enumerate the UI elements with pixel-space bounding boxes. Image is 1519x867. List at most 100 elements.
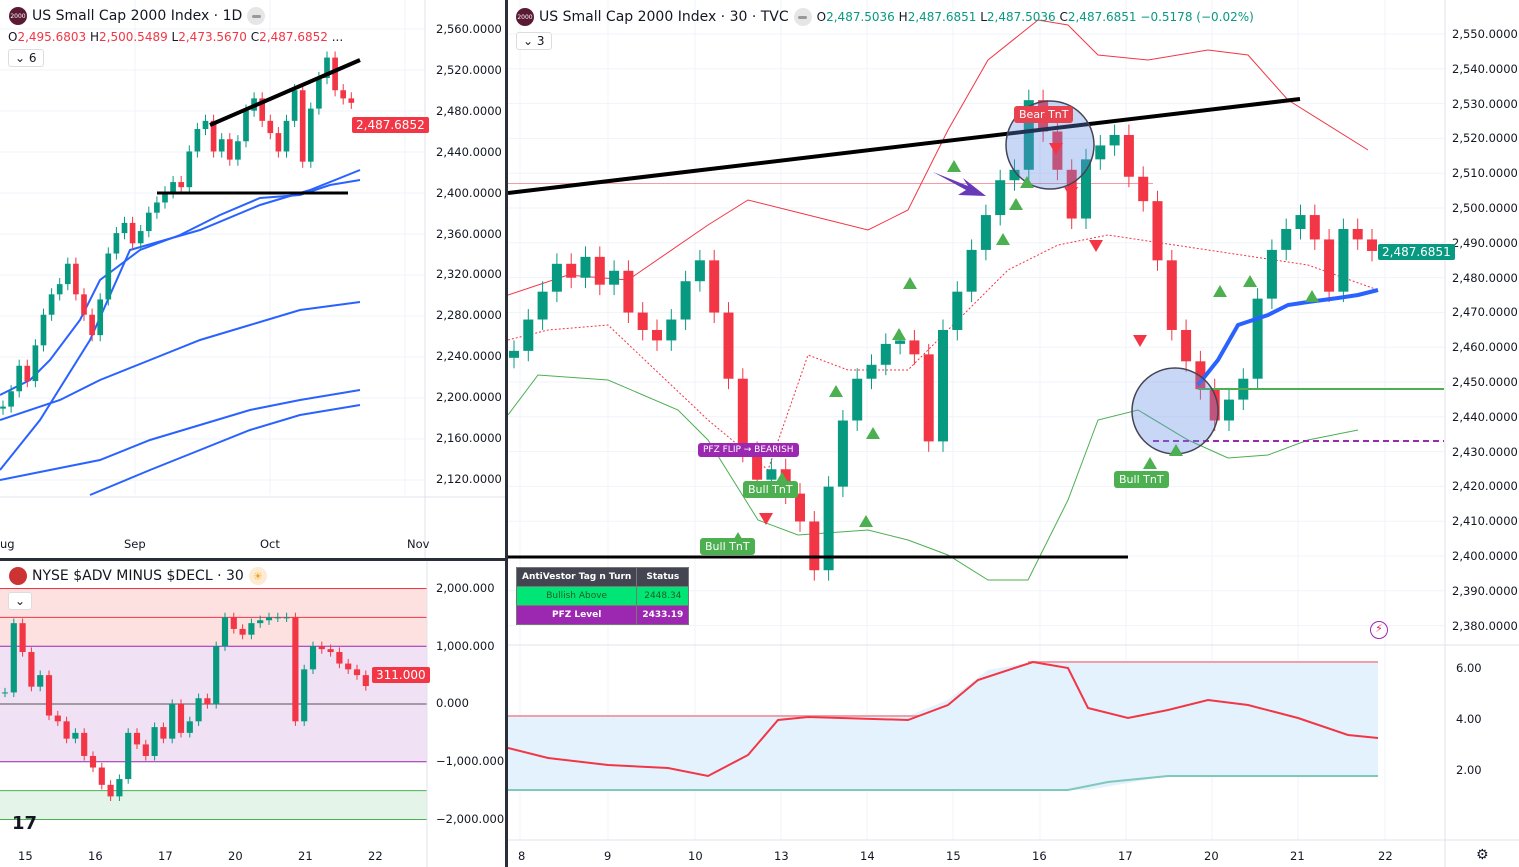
candle: [1309, 215, 1320, 240]
candle: [97, 299, 104, 336]
ohlc-readout: O2,495.6803 H2,500.5489 L2,473.5670 C2,4…: [8, 30, 344, 44]
price-tag: 2,487.6851: [1378, 244, 1455, 260]
candle: [752, 451, 763, 480]
symbol-logo: 2000: [9, 7, 27, 25]
candle: [709, 260, 720, 313]
price-tag: 311.000: [372, 667, 430, 683]
minus-icon[interactable]: [793, 8, 812, 26]
candle: [48, 294, 55, 315]
candle: [362, 675, 369, 687]
axis-label: 2,440.0000: [436, 144, 502, 159]
x-label: 17: [1118, 849, 1133, 863]
candle: [1324, 239, 1335, 292]
candle: [937, 329, 949, 442]
candle: [257, 620, 264, 624]
candle: [1195, 361, 1206, 390]
candle: [327, 649, 334, 653]
sell-triangle: [1133, 335, 1147, 347]
collapse-indicators-button[interactable]: ⌄ 6: [8, 49, 44, 67]
lower-band: [508, 374, 1359, 581]
tradingview-logo[interactable]: 17: [12, 813, 38, 834]
candle: [116, 779, 123, 797]
candle: [145, 212, 152, 232]
x-label: 17: [158, 849, 173, 863]
x-label: 15: [18, 849, 33, 863]
moving-average: [0, 169, 361, 471]
candle: [32, 345, 39, 382]
axis-label: 2,530.0000: [1452, 96, 1518, 111]
candle: [73, 263, 79, 295]
candle: [142, 744, 149, 756]
candle: [1023, 100, 1034, 170]
trendline: [508, 97, 1301, 195]
pane-divider[interactable]: [505, 0, 508, 867]
candle: [177, 704, 185, 733]
daily-chart-panel[interactable]: 2000 US Small Cap 2000 Index · 1D O2,495…: [0, 0, 505, 558]
axis-label: 2,430.0000: [1452, 444, 1518, 459]
x-label: 21: [1290, 849, 1305, 863]
candle: [178, 182, 185, 188]
candle: [723, 312, 734, 379]
candle: [823, 486, 834, 571]
collapse-indicators-button[interactable]: ⌄ 3: [516, 32, 552, 50]
candle: [336, 652, 343, 664]
symbol-logo: 2000: [516, 8, 534, 26]
alert-icon[interactable]: ⚡: [1370, 621, 1388, 639]
candle: [995, 180, 1006, 216]
candle: [210, 120, 217, 152]
axis-label: 2,520.0000: [1452, 131, 1518, 146]
axis-label: 2,120.0000: [436, 471, 502, 486]
candle: [594, 256, 605, 285]
candle: [202, 120, 209, 130]
axis-label: 2,480.0000: [436, 103, 502, 118]
intraday-chart-canvas[interactable]: [508, 0, 1519, 867]
x-label: 16: [1032, 849, 1047, 863]
candle: [64, 263, 71, 285]
breadth-chart-panel[interactable]: NYSE $ADV MINUS $DECL · 30 ☀ ⌄ 2,000.000…: [0, 561, 505, 867]
candle: [10, 623, 17, 693]
intraday-chart-panel[interactable]: 2000 US Small Cap 2000 Index · 30 · TVC …: [508, 0, 1519, 867]
candle: [0, 406, 6, 409]
candle: [609, 270, 620, 285]
candle: [523, 319, 534, 351]
x-label: 9: [604, 849, 612, 863]
buy-triangle: [829, 385, 843, 397]
status-table: AntiVestor Tag n Turn Status Bullish Abov…: [515, 567, 690, 625]
x-label: 22: [1378, 849, 1393, 863]
trendline: [209, 58, 361, 127]
candle: [952, 291, 963, 330]
candle: [852, 378, 863, 421]
candle: [89, 314, 95, 336]
candle: [194, 129, 201, 152]
buy-triangle: [1143, 457, 1157, 469]
candle: [81, 732, 88, 756]
axis-label: 2,400.0000: [1452, 549, 1518, 563]
axis-label: 2,560.0000: [436, 22, 502, 36]
candle: [154, 202, 160, 213]
candle: [1181, 329, 1192, 362]
candle: [324, 57, 330, 78]
candle: [248, 623, 255, 635]
breadth-chart-canvas[interactable]: [0, 561, 505, 867]
daily-chart-canvas[interactable]: [0, 0, 505, 558]
moving-average: [0, 389, 361, 481]
candle: [1080, 159, 1092, 219]
chart-title[interactable]: US Small Cap 2000 Index · 1D: [32, 8, 243, 24]
candle: [1095, 145, 1106, 160]
chart-title[interactable]: US Small Cap 2000 Index · 30 · TVC: [539, 9, 789, 25]
pane-divider[interactable]: [0, 558, 505, 561]
candle: [235, 141, 241, 160]
candle: [666, 319, 677, 341]
candle: [24, 365, 31, 382]
settings-icon[interactable]: ⚙: [1476, 847, 1489, 863]
x-label: 21: [298, 849, 313, 863]
candle: [680, 281, 691, 320]
collapse-indicators-button[interactable]: ⌄: [8, 592, 33, 610]
buy-triangle: [1213, 285, 1227, 297]
buy-triangle: [903, 277, 917, 289]
candle: [81, 294, 87, 315]
minus-icon[interactable]: [247, 7, 266, 25]
chart-title[interactable]: NYSE $ADV MINUS $DECL · 30: [32, 568, 244, 584]
candle: [89, 755, 97, 768]
candle: [1166, 260, 1177, 330]
